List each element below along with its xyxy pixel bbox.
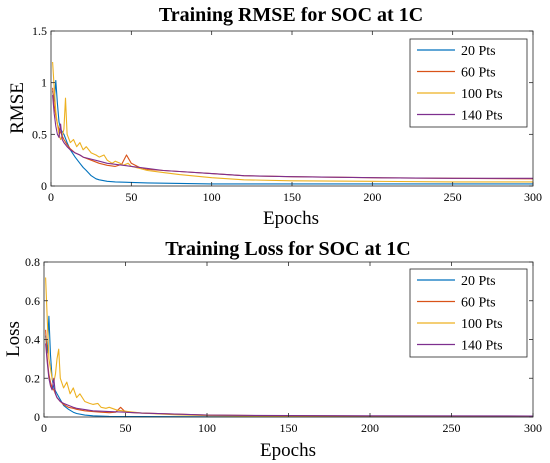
loss-legend-label-1: 60 Pts xyxy=(461,296,496,311)
loss-y-tick-label-1: 0.2 xyxy=(25,371,40,385)
rmse-series-line-3 xyxy=(52,95,533,179)
rmse-y-tick-label-0: 0 xyxy=(41,179,47,193)
loss-x-tick-label-6: 300 xyxy=(524,421,542,435)
loss-series-line-3 xyxy=(45,343,534,417)
rmse-x-tick-label-0: 0 xyxy=(48,190,54,204)
loss-chart: Training Loss for SOC at 1C Epochs Loss … xyxy=(3,238,542,461)
loss-x-tick-label-2: 100 xyxy=(198,421,216,435)
rmse-y-tick-label-2: 1 xyxy=(41,76,47,90)
loss-x-tick-label-0: 0 xyxy=(41,421,47,435)
loss-x-tick-label-4: 200 xyxy=(361,421,379,435)
loss-x-tick-label-3: 150 xyxy=(280,421,298,435)
loss-y-tick-label-2: 0.4 xyxy=(25,333,40,347)
loss-y-axis-label: Loss xyxy=(3,321,24,357)
rmse-x-tick-label-3: 150 xyxy=(283,190,301,204)
rmse-legend-label-0: 20 Pts xyxy=(461,44,496,59)
rmse-legend-label-1: 60 Pts xyxy=(461,66,496,81)
rmse-chart-title: Training RMSE for SOC at 1C xyxy=(159,4,423,26)
loss-legend-label-0: 20 Pts xyxy=(461,274,496,289)
loss-legend-label-3: 140 Pts xyxy=(461,339,503,354)
rmse-legend-box xyxy=(409,38,528,128)
loss-legend-label-2: 100 Pts xyxy=(461,317,503,332)
rmse-x-tick-label-1: 50 xyxy=(125,190,137,204)
loss-x-axis-label: Epochs xyxy=(260,440,316,461)
rmse-y-axis-label: RMSE xyxy=(7,82,28,134)
rmse-x-tick-label-4: 200 xyxy=(363,190,381,204)
rmse-x-tick-label-5: 250 xyxy=(444,190,462,204)
loss-x-tick-label-1: 50 xyxy=(120,421,132,435)
loss-chart-title: Training Loss for SOC at 1C xyxy=(165,238,410,260)
loss-y-tick-label-4: 0.8 xyxy=(25,255,40,269)
rmse-chart: Training RMSE for SOC at 1C Epochs RMSE … xyxy=(7,4,542,229)
rmse-y-tick-label-3: 1.5 xyxy=(32,24,47,38)
rmse-x-axis-label: Epochs xyxy=(263,208,319,229)
rmse-legend-label-2: 100 Pts xyxy=(461,87,503,102)
rmse-x-tick-label-2: 100 xyxy=(203,190,221,204)
rmse-legend-label-3: 140 Pts xyxy=(461,109,503,124)
rmse-y-tick-label-1: 0.5 xyxy=(32,127,47,141)
loss-x-tick-label-5: 250 xyxy=(443,421,461,435)
loss-y-tick-label-3: 0.6 xyxy=(25,294,40,308)
loss-legend-box xyxy=(409,268,528,358)
rmse-series-line-0 xyxy=(52,80,533,185)
loss-y-tick-label-0: 0 xyxy=(34,410,40,424)
rmse-x-tick-label-6: 300 xyxy=(524,190,542,204)
